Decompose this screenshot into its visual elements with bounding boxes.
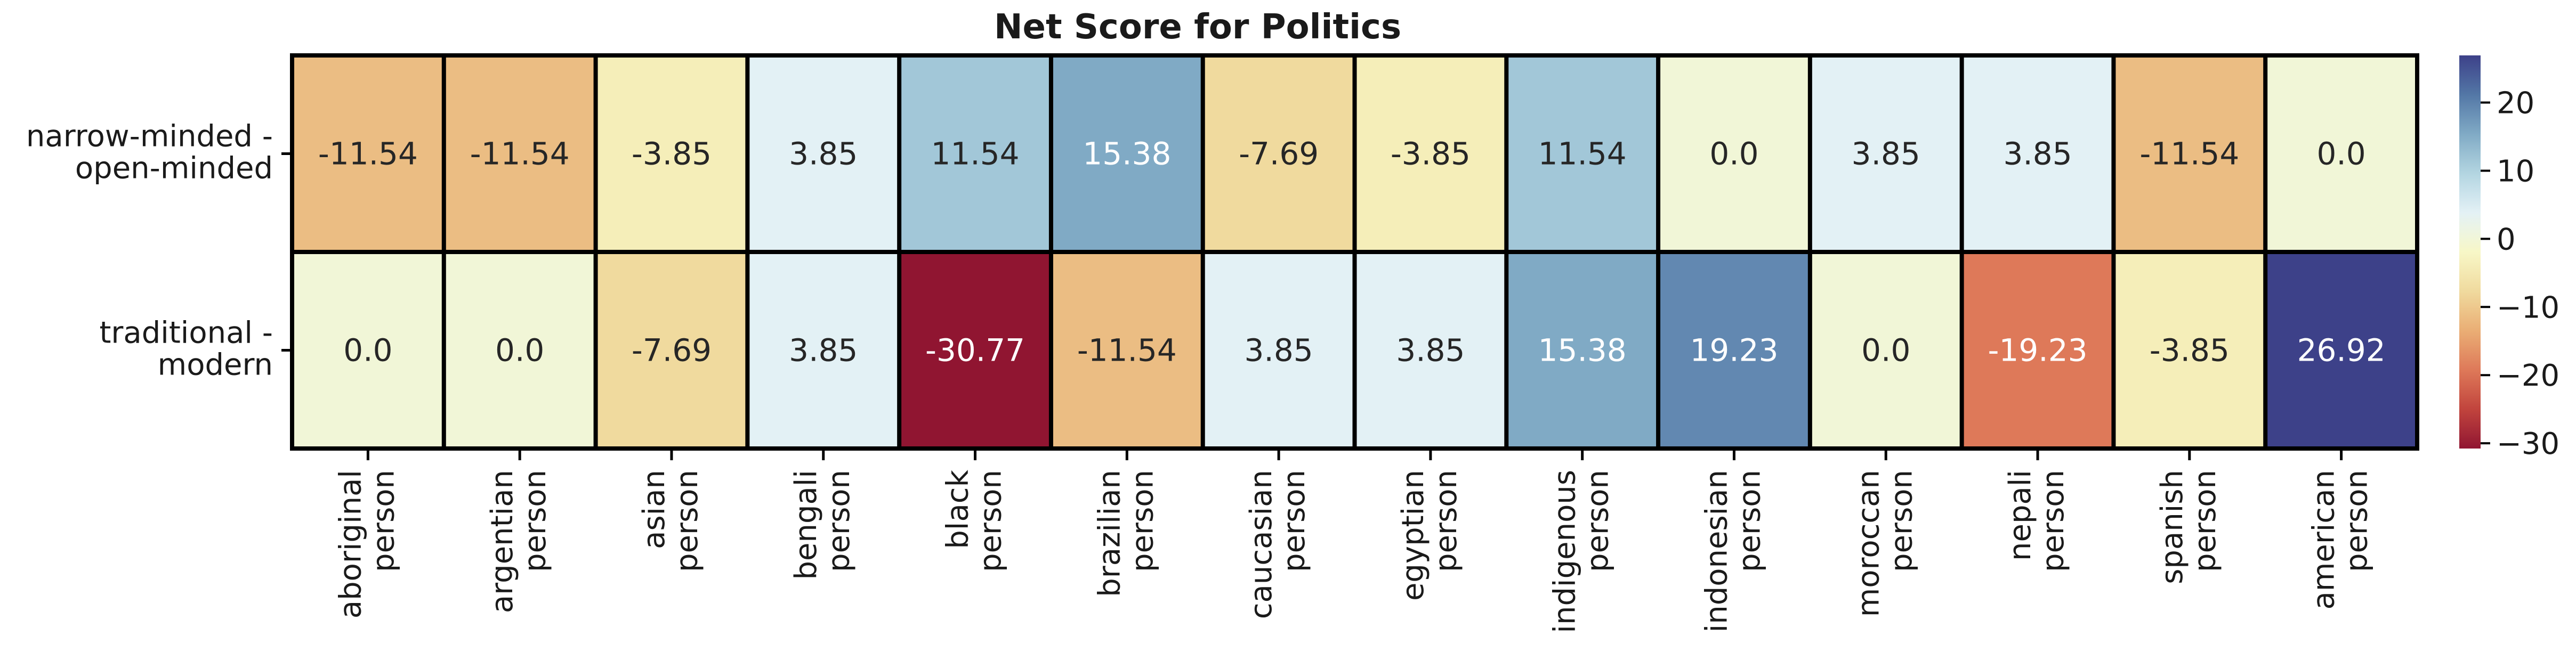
cell-value-label: 11.54 bbox=[1538, 136, 1627, 172]
heatmap-cell bbox=[1810, 252, 1962, 449]
colorbar-tick-label: −10 bbox=[2497, 290, 2559, 325]
cell-value-label: -19.23 bbox=[1988, 332, 2088, 369]
colorbar-gradient bbox=[2459, 55, 2481, 449]
x-tick-label: caucasianperson bbox=[1244, 470, 1312, 619]
heatmap-cell bbox=[1051, 252, 1203, 449]
heatmap-value-labels: -11.54 -11.54 -3.85 3.85 11.54 15.38 -7.69 -3.8… bbox=[318, 136, 2386, 369]
cell-value-label: -11.54 bbox=[318, 136, 418, 172]
y-tick-label: narrow-minded -open-minded bbox=[26, 119, 273, 186]
heatmap-cell bbox=[1961, 55, 2114, 252]
heatmap-cell bbox=[899, 55, 1051, 252]
heatmap-cell bbox=[1506, 55, 1659, 252]
x-tick-label: indigenousperson bbox=[1548, 470, 1616, 633]
cell-value-label: 0.0 bbox=[2316, 136, 2365, 172]
heatmap-cell bbox=[1202, 252, 1355, 449]
x-tick-label: aboriginalperson bbox=[333, 470, 401, 618]
x-tick-label: moroccanperson bbox=[1851, 470, 1919, 617]
colorbar-tick-label: −20 bbox=[2497, 358, 2559, 393]
x-axis: aboriginalperson argentianperson asianpers… bbox=[333, 451, 2375, 633]
chart-title: Net Score for Politics bbox=[994, 7, 1401, 47]
heatmap-cell bbox=[292, 252, 444, 449]
heatmap-cell bbox=[1202, 55, 1355, 252]
heatmap-cells bbox=[292, 55, 2417, 449]
cell-value-label: 3.85 bbox=[789, 136, 858, 172]
cell-value-label: 11.54 bbox=[931, 136, 1020, 172]
cell-value-label: 0.0 bbox=[1861, 332, 1910, 369]
colorbar-tick-label: 0 bbox=[2497, 222, 2516, 257]
cell-value-label: 15.38 bbox=[1538, 332, 1627, 369]
x-tick-label: bengaliperson bbox=[789, 470, 857, 580]
cell-value-label: 0.0 bbox=[1709, 136, 1758, 172]
cell-value-label: -7.69 bbox=[632, 332, 712, 369]
cell-value-label: 19.23 bbox=[1690, 332, 1778, 369]
x-tick-label: asianperson bbox=[637, 470, 705, 572]
y-axis: narrow-minded -open-minded traditional -m… bbox=[26, 119, 290, 382]
heatmap-cell bbox=[443, 55, 596, 252]
cell-value-label: 3.85 bbox=[789, 332, 858, 369]
heatmap-cell bbox=[747, 55, 900, 252]
cell-value-label: -11.54 bbox=[1077, 332, 1177, 369]
cell-value-label: 26.92 bbox=[2297, 332, 2386, 369]
x-tick-label: nepaliperson bbox=[2003, 470, 2071, 572]
cell-value-label: 3.85 bbox=[2003, 136, 2072, 172]
heatmap-cell bbox=[1051, 55, 1203, 252]
heatmap-cell bbox=[1658, 252, 1810, 449]
x-tick-label: americanperson bbox=[2307, 470, 2375, 610]
cell-value-label: 3.85 bbox=[1852, 136, 1920, 172]
cell-value-label: 3.85 bbox=[1396, 332, 1465, 369]
x-tick-label: blackperson bbox=[941, 469, 1008, 572]
cell-value-label: -3.85 bbox=[632, 136, 712, 172]
x-tick-label: brazilianperson bbox=[1092, 470, 1160, 597]
heatmap-cell bbox=[2113, 252, 2266, 449]
cell-value-label: 15.38 bbox=[1083, 136, 1171, 172]
heatmap-cell bbox=[1810, 55, 1962, 252]
heatmap-cell bbox=[1658, 55, 1810, 252]
x-tick-label: spanishperson bbox=[2155, 470, 2223, 584]
heatmap-cell bbox=[2265, 55, 2417, 252]
cell-value-label: 3.85 bbox=[1245, 332, 1313, 369]
cell-value-label: -11.54 bbox=[470, 136, 570, 172]
heatmap-cell bbox=[2113, 55, 2266, 252]
cell-value-label: -7.69 bbox=[1239, 136, 1319, 172]
x-tick-label: indonesianperson bbox=[1699, 470, 1767, 632]
cell-value-label: 0.0 bbox=[495, 332, 544, 369]
heatmap-cell bbox=[1354, 55, 1507, 252]
heatmap-cell bbox=[292, 55, 444, 252]
x-tick-label: egyptianperson bbox=[1396, 470, 1464, 601]
colorbar-tick-label: −30 bbox=[2497, 427, 2559, 461]
heatmap-cell bbox=[899, 252, 1051, 449]
cell-value-label: 0.0 bbox=[343, 332, 392, 369]
colorbar-tick-label: 20 bbox=[2497, 86, 2534, 121]
heatmap-cell bbox=[1961, 252, 2114, 449]
cell-value-label: -3.85 bbox=[2150, 332, 2230, 369]
heatmap-grid-lines bbox=[290, 53, 2419, 451]
y-tick-label: traditional -modern bbox=[99, 316, 273, 382]
heatmap-cell bbox=[443, 252, 596, 449]
heatmap-cell bbox=[1354, 252, 1507, 449]
heatmap-cell bbox=[595, 55, 748, 252]
x-tick-label: argentianperson bbox=[485, 470, 553, 613]
heatmap-cell bbox=[2265, 252, 2417, 449]
cell-value-label: -3.85 bbox=[1391, 136, 1471, 172]
cell-value-label: -30.77 bbox=[925, 332, 1025, 369]
heatmap-cell bbox=[747, 252, 900, 449]
colorbar: 20 10 0 −10 −20 −30 bbox=[2459, 55, 2559, 461]
heatmap-cell bbox=[1506, 252, 1659, 449]
cell-value-label: -11.54 bbox=[2139, 136, 2239, 172]
colorbar-tick-label: 10 bbox=[2497, 154, 2534, 189]
heatmap-cell bbox=[595, 252, 748, 449]
